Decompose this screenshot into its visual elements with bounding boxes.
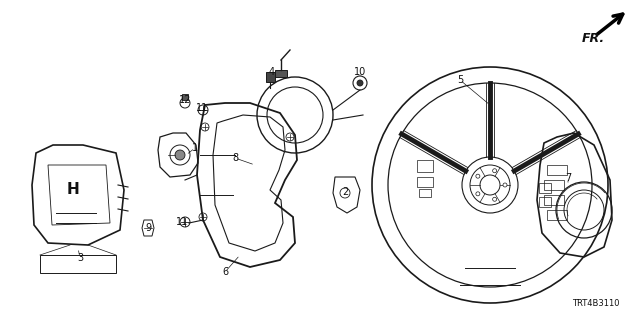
Text: 4: 4: [269, 67, 275, 77]
Circle shape: [493, 197, 497, 201]
Text: 5: 5: [457, 75, 463, 85]
Text: 10: 10: [354, 67, 366, 77]
Text: H: H: [67, 182, 79, 197]
Text: TRT4B3110: TRT4B3110: [573, 299, 620, 308]
Polygon shape: [182, 94, 188, 100]
Circle shape: [175, 150, 185, 160]
Polygon shape: [275, 70, 287, 77]
Circle shape: [476, 174, 480, 178]
Text: 2: 2: [342, 187, 348, 197]
Text: 12: 12: [179, 95, 191, 105]
Text: 7: 7: [565, 173, 571, 183]
Text: 8: 8: [232, 153, 238, 163]
Circle shape: [357, 80, 363, 86]
Text: FR.: FR.: [582, 31, 605, 44]
Polygon shape: [266, 72, 275, 82]
Text: 3: 3: [77, 253, 83, 263]
Text: 11: 11: [196, 103, 208, 113]
Text: 11: 11: [176, 217, 188, 227]
Text: 1: 1: [192, 143, 198, 153]
Text: 6: 6: [222, 267, 228, 277]
Circle shape: [476, 192, 480, 196]
Circle shape: [503, 183, 507, 187]
Text: 9: 9: [145, 223, 151, 233]
Circle shape: [493, 169, 497, 173]
